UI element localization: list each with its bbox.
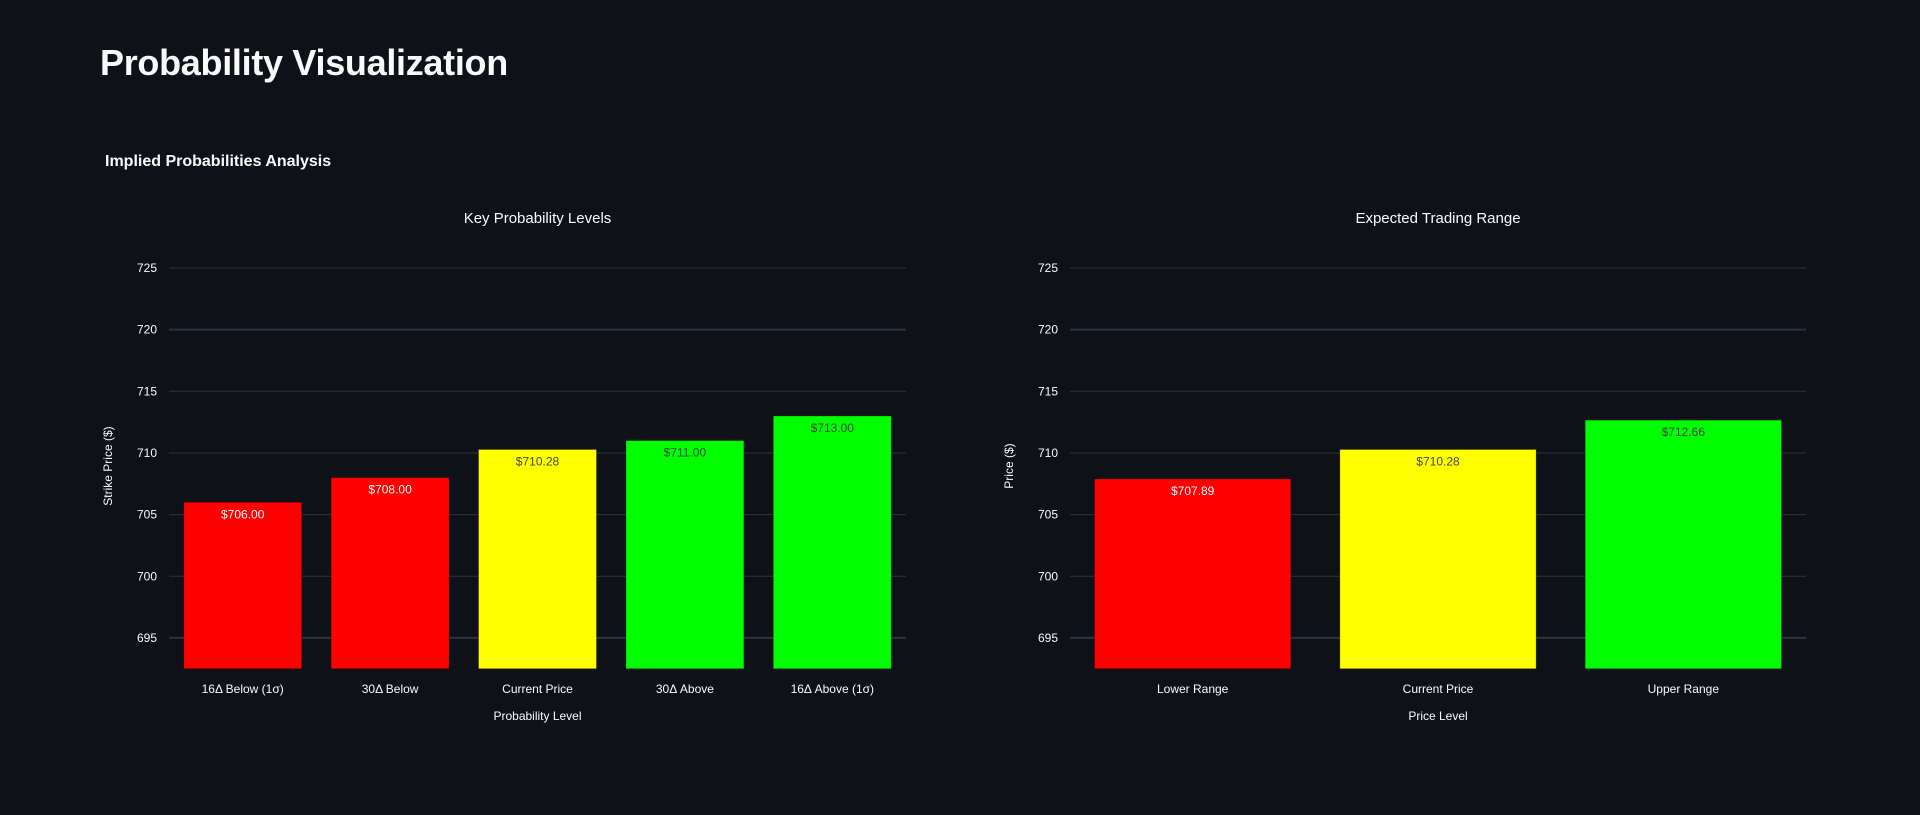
- y-tick-label: 705: [1038, 508, 1058, 522]
- section-subheading: Implied Probabilities Analysis: [105, 153, 332, 170]
- y-axis-title: Strike Price ($): [101, 426, 115, 505]
- chart-title: Expected Trading Range: [1355, 210, 1520, 227]
- bar: [1094, 478, 1292, 670]
- y-tick-label: 715: [137, 384, 157, 398]
- bar: [478, 448, 597, 670]
- x-axis-title: Probability Level: [493, 709, 581, 723]
- bar: [625, 440, 745, 670]
- x-tick-label: 30Δ Below: [362, 682, 419, 696]
- y-tick-label: 705: [137, 508, 157, 522]
- bar-value-label: $711.00: [664, 446, 707, 460]
- bar-value-label: $707.89: [1171, 484, 1215, 498]
- y-tick-label: 695: [1038, 631, 1058, 645]
- x-tick-label: 16Δ Above (1σ): [791, 682, 874, 696]
- x-tick-label: Lower Range: [1157, 682, 1229, 696]
- y-tick-label: 710: [1038, 446, 1058, 460]
- y-tick-label: 710: [137, 446, 157, 460]
- bar: [1339, 448, 1537, 670]
- bar: [772, 415, 892, 670]
- y-tick-label: 700: [1038, 569, 1058, 583]
- y-tick-label: 715: [1038, 384, 1058, 398]
- x-tick-label: 30Δ Above: [656, 682, 714, 696]
- bar: [183, 501, 303, 670]
- y-tick-label: 720: [137, 323, 157, 337]
- bar-value-label: $708.00: [368, 483, 412, 497]
- bar-value-label: $706.00: [221, 507, 265, 521]
- y-axis-title: Price ($): [1002, 443, 1016, 488]
- y-tick-label: 725: [1038, 261, 1058, 275]
- y-tick-label: 695: [137, 631, 157, 645]
- bar-value-label: $710.28: [516, 454, 560, 468]
- x-tick-label: Current Price: [1403, 682, 1474, 696]
- x-tick-label: 16Δ Below (1σ): [202, 682, 284, 696]
- y-tick-label: 700: [137, 569, 157, 583]
- x-tick-label: Current Price: [502, 682, 573, 696]
- x-tick-label: Upper Range: [1648, 682, 1720, 696]
- y-tick-label: 725: [137, 261, 157, 275]
- chart-title: Key Probability Levels: [464, 210, 612, 227]
- x-axis-title: Price Level: [1408, 709, 1467, 723]
- bar: [1584, 419, 1782, 670]
- y-tick-label: 720: [1038, 323, 1058, 337]
- page-title: Probability Visualization: [100, 42, 508, 83]
- bar-value-label: $712.66: [1662, 425, 1706, 439]
- bar-value-label: $710.28: [1416, 454, 1460, 468]
- bar: [330, 477, 450, 670]
- bar-value-label: $713.00: [811, 421, 855, 435]
